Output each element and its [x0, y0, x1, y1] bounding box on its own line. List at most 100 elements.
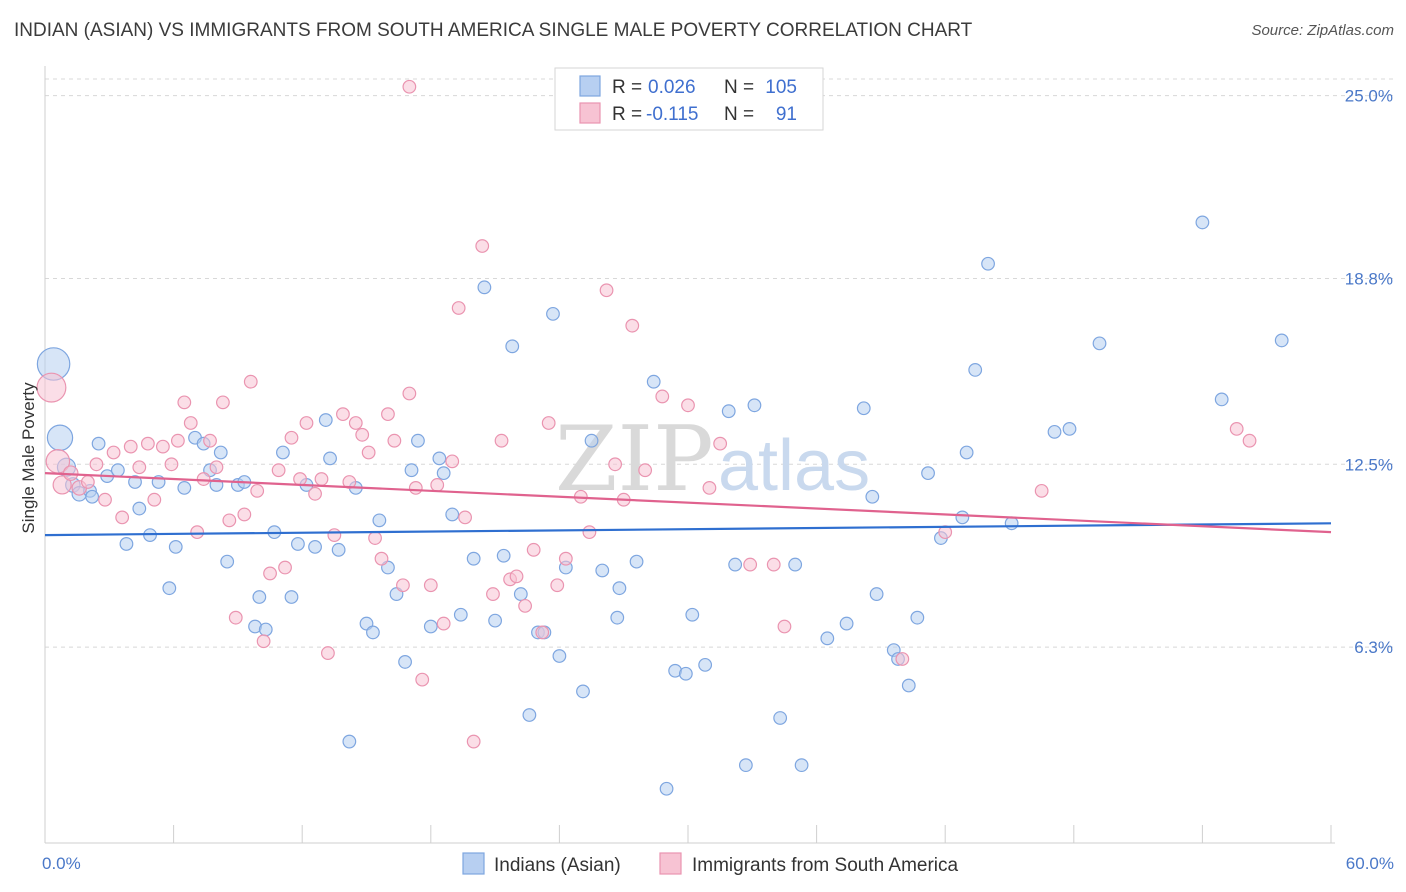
immigrants-point — [132, 460, 147, 475]
legend-swatch-blue — [579, 75, 601, 97]
immigrants-point — [256, 634, 271, 649]
immigrants-point — [702, 480, 717, 495]
immigrants-point — [52, 475, 72, 495]
indians-point — [91, 436, 106, 451]
indians-trend-line — [44, 522, 1332, 537]
indians-point — [921, 466, 935, 481]
indians-point — [445, 507, 460, 522]
indians-point — [646, 374, 661, 389]
immigrants-point — [387, 433, 402, 448]
indians-point — [910, 610, 925, 625]
immigrants-point — [466, 734, 481, 749]
series-legend: Indians (Asian) Immigrants from South Am… — [462, 852, 959, 876]
indians-point — [721, 404, 736, 419]
immigrants-point — [314, 472, 329, 486]
immigrants-point — [608, 457, 623, 472]
series-legend-label-immigrants: Immigrants from South America — [692, 855, 959, 876]
immigrants-point — [541, 416, 556, 430]
immigrants-point — [526, 542, 541, 557]
immigrants-point — [278, 560, 292, 575]
immigrants-point — [475, 239, 490, 253]
y-tick-label: 25.0% — [1345, 87, 1393, 106]
immigrants-point — [1034, 483, 1049, 498]
indians-point — [513, 587, 528, 601]
legend-swatch-pink — [579, 102, 601, 124]
indians-point — [85, 489, 100, 504]
indians-point — [773, 711, 788, 725]
indians-point — [220, 554, 235, 569]
indians-point — [738, 758, 753, 773]
indians-point — [372, 513, 387, 528]
indians-point — [552, 649, 567, 663]
series-legend-label-indians: Indians (Asian) — [494, 855, 621, 876]
indians-point — [168, 539, 183, 554]
immigrants-point — [237, 507, 252, 522]
indians-point — [46, 424, 74, 451]
immigrants-point — [342, 475, 357, 489]
indians-point — [411, 433, 425, 448]
immigrants-point — [1242, 433, 1257, 448]
indians-point — [466, 551, 481, 566]
immigrants-point — [368, 531, 382, 545]
indians-point — [1274, 333, 1289, 348]
immigrants-point — [558, 551, 573, 566]
immigrants-point — [451, 301, 466, 315]
immigrants-point — [36, 372, 67, 403]
immigrants-point — [321, 646, 335, 660]
indians-point — [477, 280, 492, 295]
indians-point — [901, 678, 916, 693]
indians-point — [110, 463, 125, 478]
indians-point — [747, 398, 762, 413]
immigrants-point — [494, 433, 509, 448]
immigrants-point — [123, 439, 138, 454]
legend-n-value-2: 91 — [776, 104, 797, 125]
indians-point — [1004, 516, 1019, 531]
indians-point — [318, 413, 333, 427]
immigrants-point — [402, 386, 417, 401]
indians-point — [323, 451, 337, 466]
trend-layer — [44, 472, 1332, 537]
y-tick-label: 12.5% — [1345, 455, 1393, 474]
immigrants-point — [250, 483, 265, 498]
immigrants-point — [396, 578, 410, 593]
immigrants-point — [408, 480, 423, 495]
indians-point — [981, 256, 995, 271]
indians-point — [728, 557, 743, 572]
indians-point — [432, 451, 447, 466]
immigrants-point — [423, 578, 438, 593]
indians-point — [595, 563, 610, 578]
immigrants-point — [625, 318, 640, 333]
indians-point — [955, 510, 970, 525]
indians-point — [398, 655, 412, 669]
immigrants-point — [215, 395, 230, 410]
legend-r-label-1: R = — [612, 77, 642, 98]
indians-point — [584, 433, 599, 448]
immigrants-point — [327, 528, 342, 542]
immigrants-point — [155, 439, 170, 454]
immigrants-point — [263, 566, 277, 581]
indians-point — [177, 480, 192, 495]
immigrants-point — [518, 598, 533, 613]
indians-point — [258, 622, 273, 637]
axes-layer: 6.3% 12.5% 18.8% 25.0% 0.0% 60.0% — [42, 66, 1394, 873]
indians-point — [865, 489, 880, 504]
indians-point — [968, 363, 983, 377]
immigrants-point — [183, 416, 198, 430]
immigrants-point — [209, 460, 224, 475]
immigrants-point — [89, 457, 104, 472]
immigrants-point — [509, 569, 524, 584]
indians-point — [522, 708, 537, 722]
grid-layer — [45, 78, 1395, 648]
immigrants-point — [1229, 422, 1244, 436]
indians-point — [794, 758, 809, 773]
indians-point — [331, 542, 346, 557]
immigrants-point — [895, 652, 910, 666]
watermark: ZIP atlas — [555, 407, 870, 512]
immigrants-point — [486, 587, 500, 601]
legend-n-label-2: N = — [724, 104, 754, 125]
correlation-legend: R = 0.026 N = 105 R = -0.115 N = 91 — [554, 67, 824, 131]
watermark-atlas: atlas — [718, 426, 870, 506]
immigrants-point — [430, 478, 445, 492]
indians-point — [342, 734, 357, 749]
